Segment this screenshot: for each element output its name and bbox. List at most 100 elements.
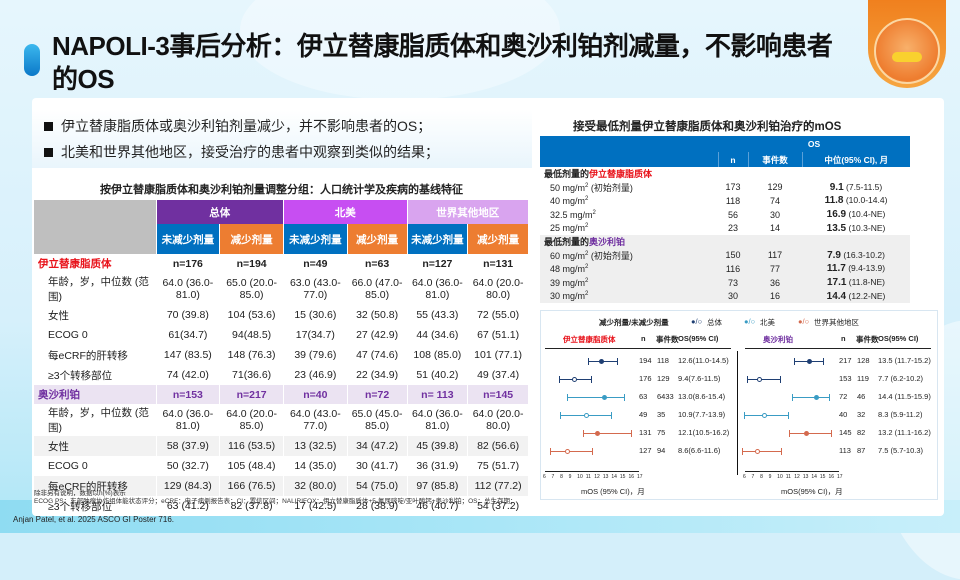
cell-value: 22 (34.9) (347, 365, 408, 385)
table-row: 年龄，岁，中位数 (范围) 64.0 (36.0-81.0) 64.0 (20.0-… (34, 404, 529, 436)
cell-median: 11.8 (10.0-14.4) (802, 194, 910, 208)
axis-tick: 8 (560, 474, 563, 480)
forest-drug-label: 伊立替康脂质体 (563, 335, 616, 344)
dose-label: 40 mg/m2 (540, 194, 718, 208)
dose: 40 mg/m (550, 195, 586, 206)
x-axis-label: mOS(95% CI)，月 (781, 487, 843, 496)
col-os: OS(95% CI) (878, 334, 919, 343)
cell-value: 23 (46.9) (283, 365, 348, 385)
corner-cell (34, 200, 157, 254)
cell-events: 117 (767, 250, 783, 261)
cell-value: 64.0 (36.0-81.0) (156, 273, 221, 305)
cell-value: 65.0 (45.0-85.0) (347, 404, 408, 436)
cell-median: 11.7 (9.4-13.9) (802, 262, 910, 276)
axis-tick: 10 (577, 474, 583, 480)
axis-tick: 14 (811, 474, 817, 480)
cell-value: 44 (34.6) (407, 325, 469, 345)
col-events: 事件数 (656, 335, 679, 344)
legend-label: 总体 (707, 318, 722, 327)
axis-tick: 7 (551, 474, 555, 480)
row-n: 72 (839, 392, 848, 401)
mos-table-title: 接受最低剂量伊立替康脂质体和奥沙利铂治疗的mOS (573, 121, 842, 133)
table-row: 25 mg/m2 23 14 13.5 (10.3-NE) (540, 221, 910, 235)
bullet-text: 伊立替康脂质体或奥沙利铂剂量减少，并不影响患者的OS； (61, 118, 432, 134)
col-header-n: n (717, 152, 748, 167)
cell-value: 97 (85.8) (407, 476, 469, 496)
table-row: 每eCRF的肝转移 129 (84.3) 166 (76.5) 32 (80.0) 54… (34, 476, 529, 496)
row-os: 9.4(7.6-11.5) (678, 374, 721, 383)
cell-value: 148 (76.3) (219, 345, 284, 365)
cell-value: 105 (48.4) (219, 456, 284, 476)
dose-note: (初始剂量) (588, 250, 633, 261)
row-events: 46 (857, 392, 866, 401)
bullet-square-icon (44, 121, 53, 131)
group-n: n=127 (407, 254, 469, 273)
row-n: 194 (639, 356, 652, 365)
group-n: n=176 (156, 254, 221, 273)
cell-events: 14 (769, 223, 780, 234)
cell-value: 70 (39.8) (156, 305, 221, 325)
dose-label: 48 mg/m2 (540, 262, 718, 276)
pancreas-icon (892, 52, 922, 62)
cell-value: 67 (51.1) (467, 325, 529, 345)
dose-unit-sup: 2 (585, 182, 589, 189)
axis-tick: 14 (611, 474, 617, 480)
cell-value: 66.0 (47.0-85.0) (347, 273, 408, 305)
filled-point-icon (806, 359, 812, 364)
cell-value: 54 (75.0) (347, 476, 408, 496)
axis-tick: 6 (543, 474, 546, 480)
median-value: 16.9 (826, 209, 847, 221)
cell-value: 13 (32.5) (283, 436, 348, 456)
bullet-text: 北美和世界其他地区，接受治疗的患者中观察到类似的结果； (61, 144, 439, 160)
cell-value: 55 (43.3) (407, 305, 469, 325)
bullets-background (32, 110, 532, 168)
dose-label: 39 mg/m2 (540, 276, 718, 290)
row-os: 10.9(7.7-13.9) (678, 410, 726, 419)
section-prefix: 最低剂量的 (544, 237, 590, 248)
row-events: 94 (657, 446, 666, 455)
cell-value: 65.0 (20.0-85.0) (219, 273, 284, 305)
cell-n: 30 (727, 291, 738, 302)
axis-tick: 12 (594, 474, 600, 480)
group-label: 伊立替康脂质体 (34, 254, 157, 273)
cell-value: 30 (41.7) (347, 456, 408, 476)
region-header: 总体 (156, 200, 284, 224)
group-n: n=153 (156, 385, 221, 404)
cell-value: 17 (42.5) (283, 496, 348, 516)
row-events: 82 (857, 428, 866, 437)
open-point-icon (757, 377, 763, 382)
cell-value: 94(48.5) (219, 325, 284, 345)
mos-table: OS n 事件数 中位(95% CI), 月 最低剂量的伊立替康脂质体 50 mg… (540, 136, 910, 303)
ci-bar (792, 394, 830, 401)
ci-value: (7.5-11.5) (843, 181, 883, 192)
forest-plot: 减少剂量/未减少剂量 ●/○ 总体 ●/○ 北美 ●/○ 世界其他地区 伊立替康脂质体 n 事件数… (540, 310, 938, 500)
axis-tick: 10 (777, 474, 783, 480)
cell-median: 9.1 (7.5-11.5) (802, 181, 910, 195)
cell-value: 51 (40.2) (407, 365, 469, 385)
row-label: 每eCRF的肝转移 (34, 345, 157, 365)
cell-value: 64.0 (36.0-81.0) (407, 273, 469, 305)
table-row: 30 mg/m2 30 16 14.4 (12.2-NE) (540, 289, 910, 303)
dose-subheader: 减少剂量 (347, 224, 408, 254)
dose-unit-sup: 2 (585, 277, 589, 284)
table-row: 年龄，岁，中位数 (范围) 64.0 (36.0-81.0) 65.0 (20.0-… (34, 273, 529, 305)
row-label: 女性 (34, 305, 157, 325)
axis-tick: 16 (628, 474, 635, 480)
cell-value: 50 (32.7) (156, 456, 221, 476)
cell-events: 30 (769, 209, 780, 220)
row-os: 13.0(8.6-15.4) (678, 392, 726, 401)
row-events: 119 (857, 374, 869, 383)
row-events: 75 (657, 428, 666, 437)
group-n: n=49 (283, 254, 348, 273)
row-n: 145 (839, 428, 852, 437)
cell-median: 17.1 (11.8-NE) (802, 276, 910, 290)
open-point-icon (571, 377, 577, 382)
row-label: 年龄，岁，中位数 (范围) (34, 404, 157, 436)
ci-bar (788, 430, 833, 437)
cell-events: 129 (767, 182, 783, 193)
cell-value: 63 (41.2) (156, 496, 221, 516)
row-label: ≥3个转移部位 (34, 365, 157, 385)
ci-value: (10.4-NE) (846, 209, 886, 220)
filled-point-icon (602, 395, 608, 400)
cell-value: 75 (51.7) (467, 456, 529, 476)
